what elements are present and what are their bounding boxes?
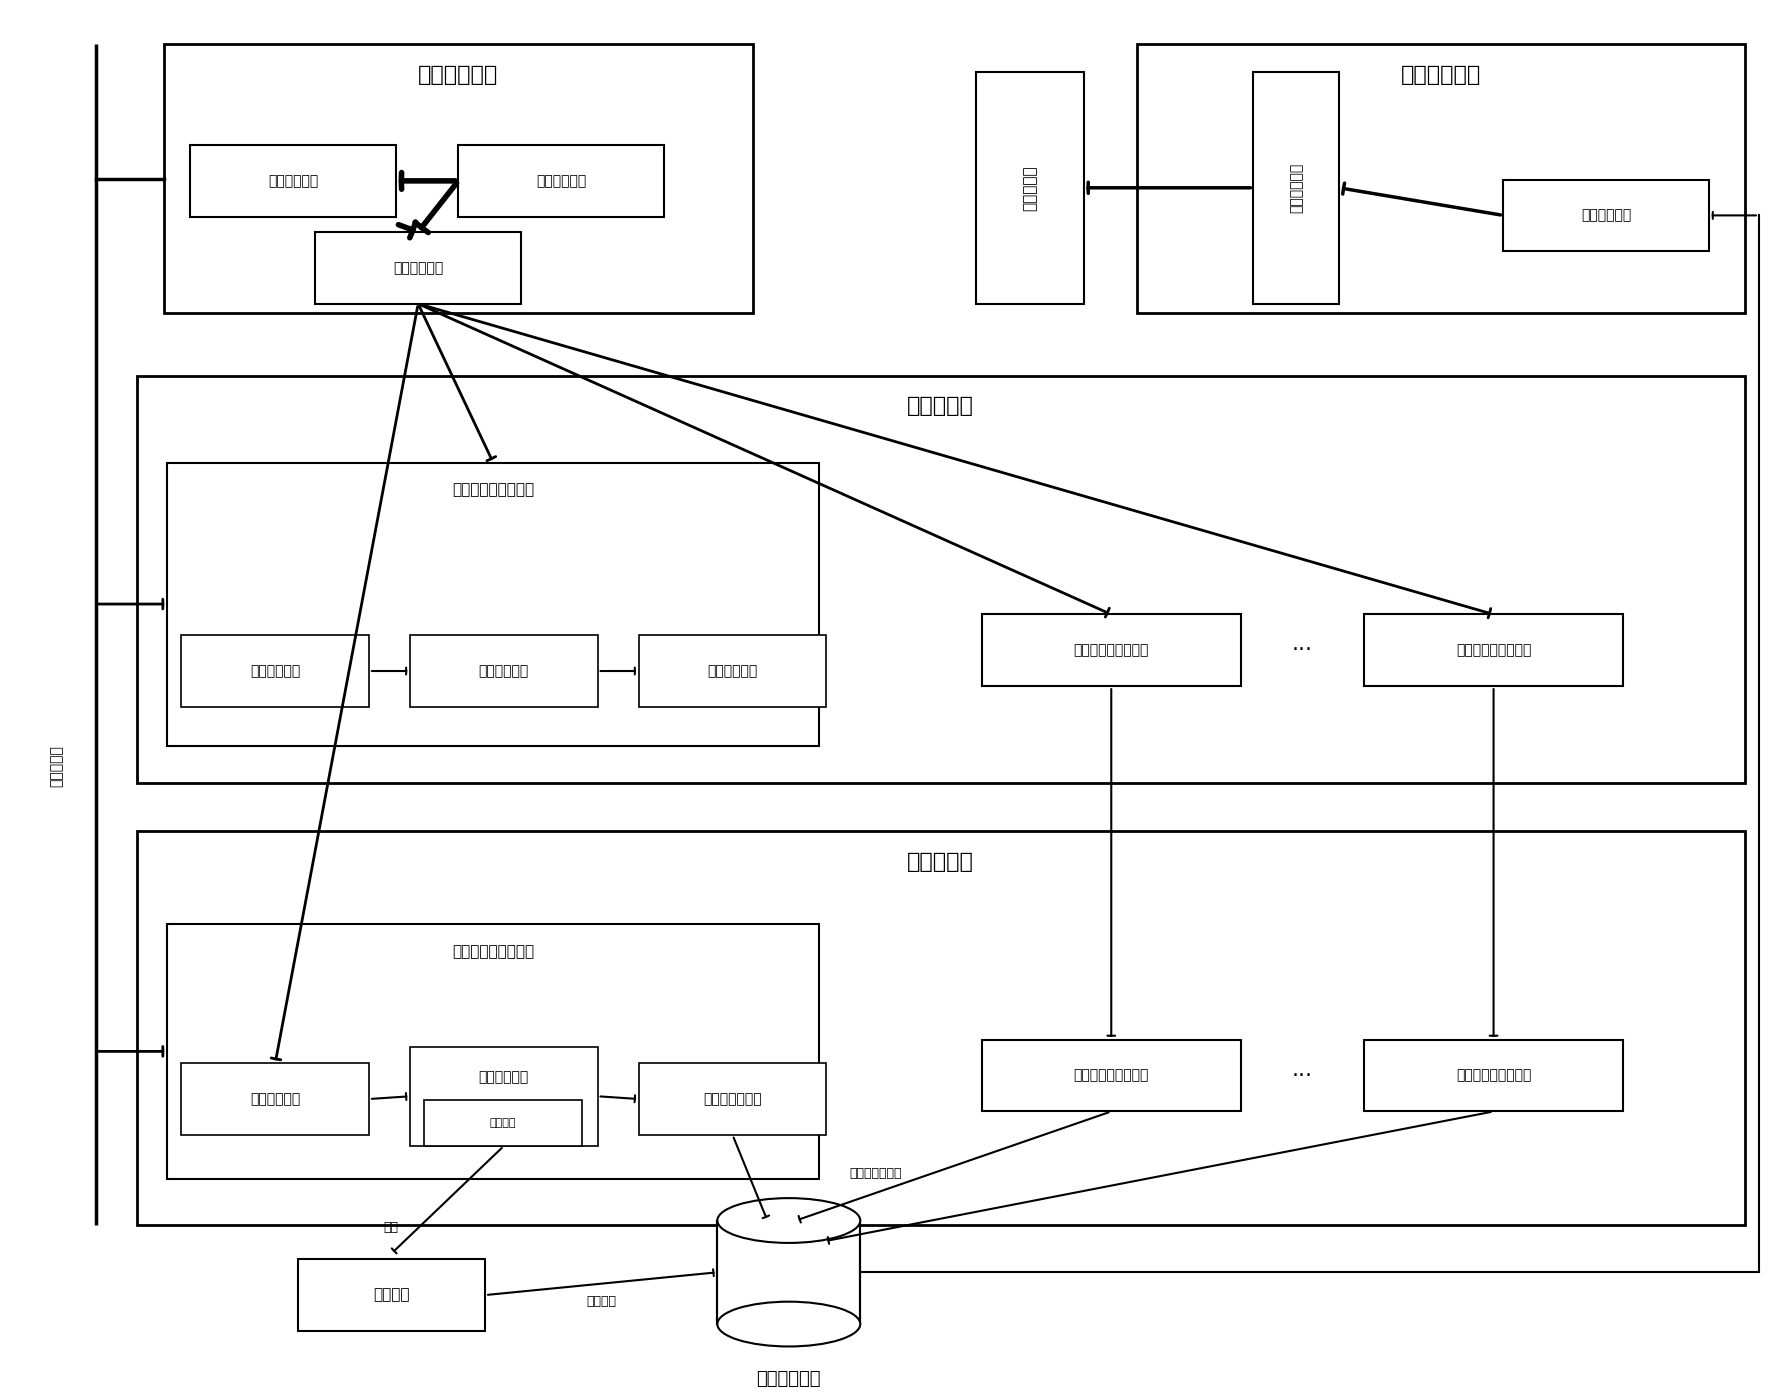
FancyBboxPatch shape xyxy=(977,72,1084,303)
Text: 会话接收端代理模块: 会话接收端代理模块 xyxy=(1455,1069,1530,1083)
FancyBboxPatch shape xyxy=(181,635,369,707)
Text: 网络设备: 网络设备 xyxy=(373,1288,410,1303)
Text: 会话发起端: 会话发起端 xyxy=(907,395,975,416)
Text: 任务接收模块: 任务接收模块 xyxy=(251,1091,301,1107)
Text: 性能评估模块: 性能评估模块 xyxy=(1288,163,1303,213)
FancyBboxPatch shape xyxy=(717,1221,860,1324)
Ellipse shape xyxy=(717,1199,860,1243)
Text: 会话接收端代理模块: 会话接收端代理模块 xyxy=(452,944,534,959)
FancyBboxPatch shape xyxy=(1364,1040,1624,1111)
Text: 可视化模块: 可视化模块 xyxy=(1023,166,1038,210)
FancyBboxPatch shape xyxy=(190,145,396,217)
Text: 任务执行模块: 任务执行模块 xyxy=(478,664,529,678)
Text: 统一格式的数据: 统一格式的数据 xyxy=(849,1166,901,1180)
FancyBboxPatch shape xyxy=(167,924,819,1179)
Text: 网络数据: 网络数据 xyxy=(586,1296,616,1308)
Text: 端点管理模块: 端点管理模块 xyxy=(269,174,319,188)
Text: 数据采集模块: 数据采集模块 xyxy=(478,1070,529,1084)
Text: 数据管理中心: 数据管理中心 xyxy=(756,1370,821,1388)
Text: 会话发起端代理模块: 会话发起端代理模块 xyxy=(1455,643,1530,657)
FancyBboxPatch shape xyxy=(410,1047,599,1146)
Text: 会话发起端代理模块: 会话发起端代理模块 xyxy=(452,483,534,498)
FancyBboxPatch shape xyxy=(163,45,753,313)
FancyBboxPatch shape xyxy=(136,376,1745,782)
FancyBboxPatch shape xyxy=(459,145,663,217)
Text: 会话接收端: 会话接收端 xyxy=(907,852,975,871)
Text: 会话发起端代理模块: 会话发起端代理模块 xyxy=(1073,643,1149,657)
FancyBboxPatch shape xyxy=(297,1260,486,1331)
FancyBboxPatch shape xyxy=(1364,614,1624,686)
Text: ···: ··· xyxy=(1292,1065,1314,1086)
FancyBboxPatch shape xyxy=(136,831,1745,1225)
Text: 数据优化模块: 数据优化模块 xyxy=(1581,209,1631,223)
Text: 会话接收端代理模块: 会话接收端代理模块 xyxy=(1073,1069,1149,1083)
Text: 数据预处理模块: 数据预处理模块 xyxy=(702,1091,762,1107)
Text: 任务配置模块: 任务配置模块 xyxy=(536,174,586,188)
Text: 信息查询模块: 信息查询模块 xyxy=(708,664,758,678)
FancyBboxPatch shape xyxy=(181,1063,369,1134)
FancyBboxPatch shape xyxy=(1138,45,1745,313)
Text: ···: ··· xyxy=(1292,640,1314,660)
Text: 指令: 指令 xyxy=(383,1221,400,1233)
Text: 数据处理模块: 数据处理模块 xyxy=(1401,64,1480,85)
FancyBboxPatch shape xyxy=(638,1063,826,1134)
FancyBboxPatch shape xyxy=(410,635,599,707)
FancyBboxPatch shape xyxy=(638,635,826,707)
FancyBboxPatch shape xyxy=(315,232,521,303)
FancyBboxPatch shape xyxy=(982,614,1240,686)
Text: 管理控制模块: 管理控制模块 xyxy=(418,64,498,85)
FancyBboxPatch shape xyxy=(1253,72,1339,303)
Text: 管理和配置: 管理和配置 xyxy=(50,745,63,786)
Text: 任务分发模块: 任务分发模块 xyxy=(392,260,443,274)
Text: 采集代理: 采集代理 xyxy=(489,1118,516,1128)
FancyBboxPatch shape xyxy=(425,1101,582,1146)
FancyBboxPatch shape xyxy=(1503,180,1710,252)
FancyBboxPatch shape xyxy=(167,462,819,746)
Text: 任务监听模块: 任务监听模块 xyxy=(251,664,301,678)
FancyBboxPatch shape xyxy=(982,1040,1240,1111)
Ellipse shape xyxy=(717,1302,860,1346)
